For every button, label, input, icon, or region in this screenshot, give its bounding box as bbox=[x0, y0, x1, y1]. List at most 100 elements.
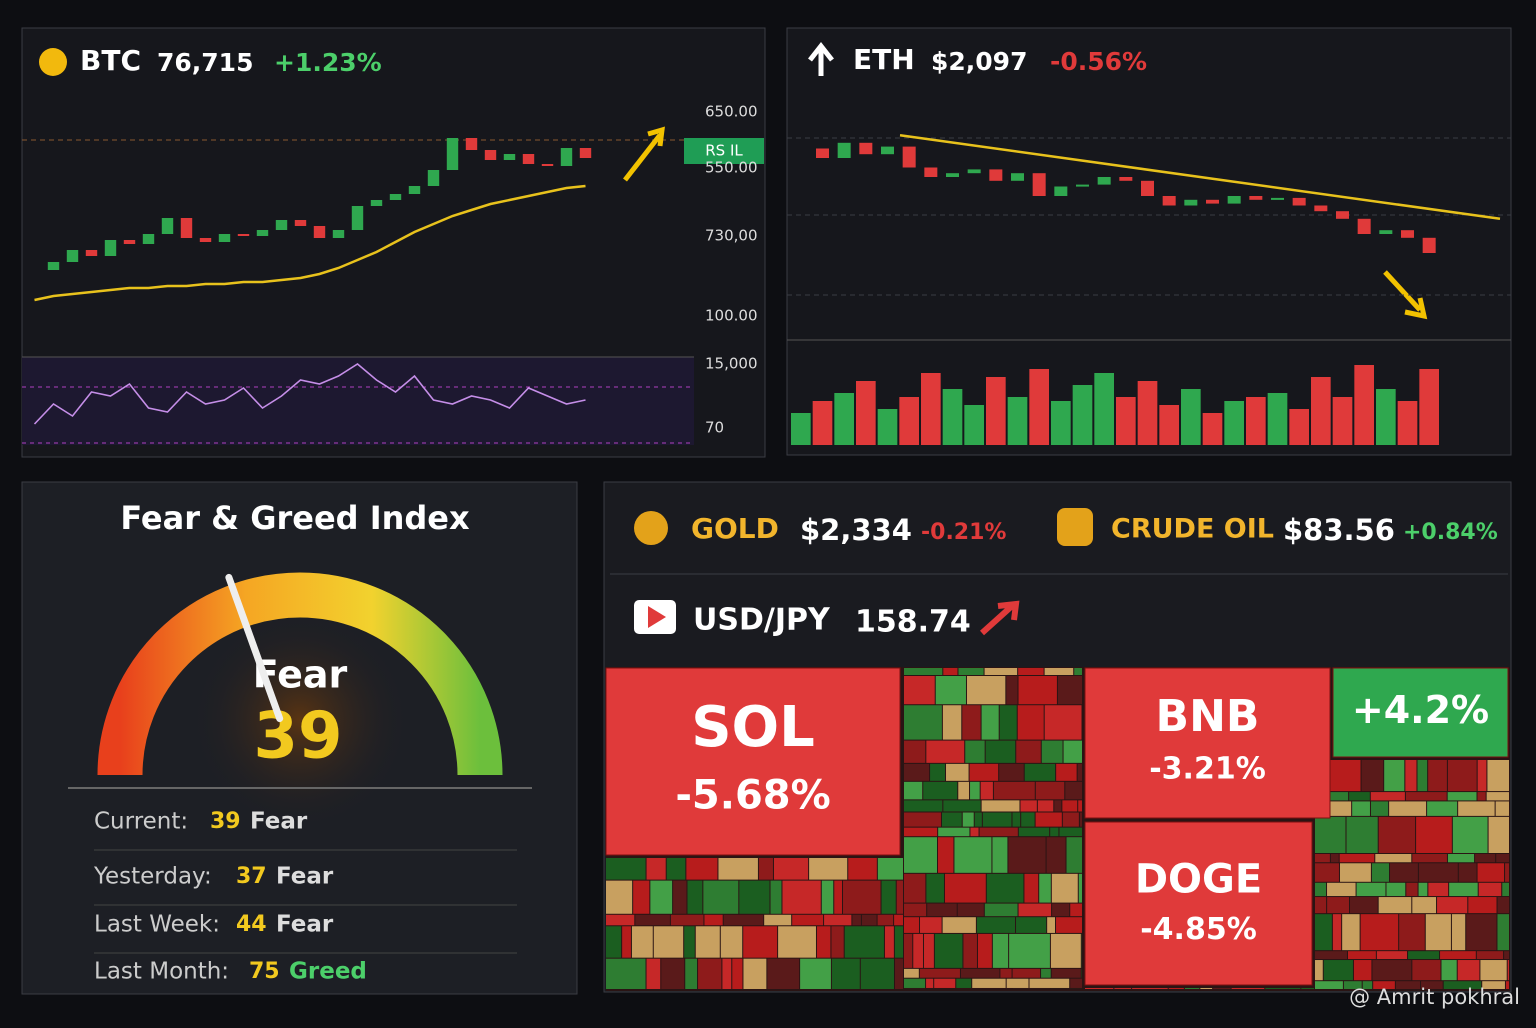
candle bbox=[1314, 206, 1327, 212]
heat-tile bbox=[1361, 914, 1399, 950]
oil-price: $83.56 bbox=[1283, 513, 1395, 547]
heat-tile bbox=[1357, 883, 1386, 896]
candle bbox=[447, 138, 458, 170]
heat-tile bbox=[885, 926, 894, 957]
volume-bar bbox=[1419, 369, 1439, 445]
volume-bar bbox=[1224, 401, 1244, 445]
candle bbox=[816, 149, 829, 159]
heat-tile bbox=[1052, 904, 1069, 917]
axis-label: 100.00 bbox=[705, 307, 758, 325]
history-label: Last Week: bbox=[94, 912, 220, 938]
candle bbox=[466, 138, 477, 150]
volume-bar bbox=[856, 381, 876, 445]
fg-title: Fear & Greed Index bbox=[120, 499, 470, 537]
volume-bar bbox=[1311, 377, 1331, 445]
axis-label: 730,00 bbox=[705, 227, 758, 245]
heat-tile bbox=[983, 812, 1012, 826]
heat-tile bbox=[958, 904, 984, 917]
heat-tile bbox=[1132, 988, 1168, 989]
candle bbox=[48, 262, 59, 270]
heat-tile bbox=[926, 979, 933, 988]
heat-tile bbox=[897, 881, 903, 914]
heat-tile bbox=[965, 741, 984, 763]
candle bbox=[390, 194, 401, 200]
heat-tile bbox=[1012, 812, 1020, 826]
heat-tile bbox=[654, 926, 683, 957]
heat-tile bbox=[1038, 800, 1053, 811]
heat-tile bbox=[759, 858, 773, 880]
heat-tile bbox=[982, 800, 1020, 811]
heat-tile bbox=[904, 668, 942, 675]
volume-bar bbox=[1159, 405, 1179, 445]
heat-tile bbox=[938, 828, 969, 837]
heat-tile bbox=[1000, 705, 1017, 739]
heat-tile bbox=[1008, 837, 1045, 873]
coin-change: -4.85% bbox=[1140, 912, 1257, 947]
heat-tile bbox=[698, 959, 721, 989]
btc-symbol: BTC bbox=[80, 44, 141, 77]
volume-bar bbox=[943, 389, 963, 445]
heat-tile bbox=[1478, 863, 1505, 882]
heat-tile bbox=[904, 917, 919, 933]
heat-tile bbox=[1489, 817, 1509, 853]
heat-tile bbox=[1477, 951, 1503, 959]
candle bbox=[542, 164, 553, 166]
heat-tile bbox=[1480, 960, 1506, 980]
volume-bar bbox=[1029, 369, 1049, 445]
heat-tile bbox=[606, 858, 646, 880]
candle bbox=[903, 147, 916, 168]
heat-tile bbox=[743, 926, 777, 957]
candle bbox=[1033, 173, 1046, 196]
heat-tile bbox=[958, 782, 969, 800]
heat-tile bbox=[845, 926, 884, 957]
gold-name: GOLD bbox=[691, 512, 779, 545]
heat-tile bbox=[817, 926, 830, 957]
heat-tile bbox=[1315, 897, 1326, 913]
heat-tile bbox=[904, 782, 922, 800]
heat-tile bbox=[1052, 874, 1078, 903]
heat-tile bbox=[1437, 897, 1467, 913]
heat-tile bbox=[1340, 863, 1371, 882]
heat-tile bbox=[650, 881, 672, 914]
coin-name: DOGE bbox=[1135, 857, 1262, 903]
heat-tile bbox=[1200, 988, 1212, 989]
heat-tile bbox=[606, 959, 646, 989]
eth-price: $2,097 bbox=[931, 47, 1027, 76]
candle bbox=[352, 206, 363, 230]
candle bbox=[371, 200, 382, 206]
heat-tile bbox=[927, 904, 957, 917]
heat-tile bbox=[904, 828, 937, 837]
heat-tile bbox=[993, 934, 1008, 968]
candle bbox=[924, 168, 937, 178]
heat-tile bbox=[1059, 828, 1082, 837]
heat-tile bbox=[764, 915, 791, 926]
candle bbox=[1228, 196, 1241, 204]
volume-bar bbox=[1289, 409, 1309, 445]
rsi-area bbox=[22, 357, 694, 445]
heat-tile bbox=[981, 782, 993, 800]
oil-name: CRUDE OIL bbox=[1111, 514, 1274, 545]
heat-tile bbox=[1007, 979, 1029, 988]
volume-bar bbox=[834, 393, 854, 445]
heat-tile bbox=[943, 800, 980, 811]
heat-tile bbox=[895, 959, 903, 989]
heat-tile bbox=[1412, 854, 1447, 862]
candle bbox=[181, 218, 192, 238]
volume-bar bbox=[1073, 385, 1093, 445]
heat-tile bbox=[671, 915, 704, 926]
heat-tile bbox=[1070, 979, 1082, 988]
axis-label: 650.00 bbox=[705, 103, 758, 121]
heat-tile bbox=[904, 741, 925, 763]
heat-tile bbox=[904, 874, 925, 903]
heat-tile bbox=[1062, 800, 1077, 811]
heat-tile bbox=[1074, 668, 1082, 675]
candle bbox=[561, 148, 572, 166]
heat-tile bbox=[904, 705, 942, 739]
heat-tile bbox=[1041, 969, 1051, 978]
heat-tile bbox=[1327, 883, 1356, 896]
heat-tile bbox=[1006, 676, 1017, 704]
heat-tile bbox=[1021, 812, 1034, 826]
axis-label: 15,000 bbox=[705, 355, 758, 373]
heat-tile bbox=[1508, 960, 1509, 980]
